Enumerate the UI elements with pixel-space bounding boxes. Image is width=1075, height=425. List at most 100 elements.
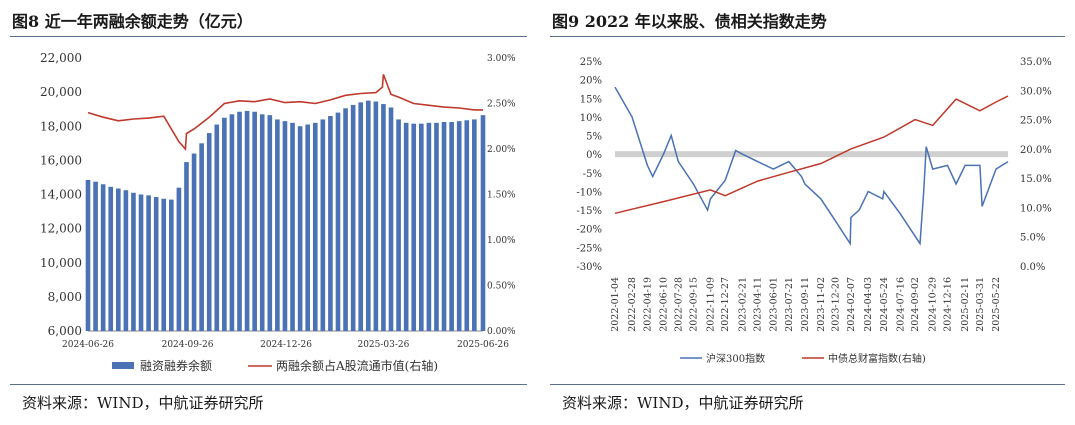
source-rule [550,384,1065,385]
margin-balance-bar [282,121,288,331]
y-right-tick-label: 0.00% [487,327,516,337]
y-left-tick-label: -25% [576,243,602,254]
y-left-tick-label: -10% [576,187,602,198]
margin-balance-bar [244,110,250,331]
margin-balance-bar [222,117,227,331]
x-tick-label: 2024-05-24 [879,277,890,332]
x-tick-label: 2023-02-21 [738,277,749,332]
zero-reference-band [615,151,1008,158]
margin-balance-bar [419,123,424,331]
x-tick-label: 2024-12-16 [942,277,953,332]
y-right-tick-label: 20.0% [1020,145,1052,156]
source-note: 资料来源：WIND，中航证券研究所 [22,394,264,412]
margin-balance-bar [169,199,174,331]
margin-balance-bar [343,108,348,331]
x-tick-label: 2022-11-09 [705,277,716,332]
x-tick-label: 2024-09-02 [910,277,921,332]
x-tick-label: 2022-04-19 [642,277,653,332]
margin-balance-bar [100,184,106,331]
x-tick-label: 2022-07-28 [673,277,684,332]
y-left-tick-label: 20,000 [40,85,82,99]
margin-balance-bar [426,122,432,332]
margin-balance-bar [290,122,295,332]
margin-balance-bar [472,119,477,331]
margin-balance-bar [191,153,197,331]
x-tick-label: 2023-04-11 [753,277,764,332]
margin-balance-bar [449,121,454,331]
x-tick-label: 2022-01-04 [610,277,621,332]
margin-balance-bar [434,122,439,332]
source-rule [10,384,527,385]
x-tick-label: 2023-09-11 [800,277,811,332]
x-tick-label: 2023-06-01 [768,277,779,332]
margin-balance-bar [237,111,242,331]
margin-balance-bar [350,104,356,331]
y-right-tick-label: 5.0% [1020,233,1045,244]
margin-balance-bar [214,124,220,331]
y-left-tick-label: 16,000 [40,153,82,167]
margin-balance-bar [480,115,486,331]
margin-balance-bar [199,143,204,331]
margin-balance-bar [441,121,447,331]
y-left-tick-label: -15% [576,206,602,217]
y-left-tick-label: 5% [586,132,602,143]
y-left-tick-label: 0% [586,150,602,161]
margin-balance-bar [176,187,182,331]
legend-label: 中债总财富指数(右轴) [828,352,926,365]
margin-balance-bar [229,114,235,332]
x-tick-label: 2023-11-02 [816,277,827,332]
margin-balance-bar [388,107,394,331]
chart-title: 图8 近一年两融余额走势（亿元） [12,12,253,31]
left-chart-panel: 图8 近一年两融余额走势（亿元） 6,000 8,000 10,000 12,000 1… [0,0,537,425]
margin-balance-bar [138,194,144,331]
margin-balance-bar [108,186,114,331]
y-left-tick-label: 22,000 [40,51,82,65]
x-tick-label: 2022-06-10 [658,277,669,332]
y-right-tick-label: 25.0% [1020,116,1052,127]
margin-balance-bar [358,102,364,331]
y-right-tick-label: 2.50% [487,100,516,110]
hs300-line [614,86,1009,247]
x-tick-label: 2025-03-31 [975,277,986,332]
bond-index-line [614,95,1009,215]
x-tick-label: 2023-12-20 [831,277,842,332]
margin-balance-bar [320,119,326,331]
margin-balance-bar [365,100,371,331]
margin-balance-bar [267,115,273,331]
margin-balance-bar [464,120,470,331]
legend-label: 融资融券余额 [140,358,212,373]
stock-bond-index-chart: -30% -25% -20% -15% -10% -5% 0% 5% 10% 15% 20% 25% 0… [576,57,1052,365]
y-right-tick-label: 0.50% [487,282,516,292]
legend-swatch-bar [112,362,134,369]
y-right-tick-label: 0.0% [1020,262,1045,273]
x-tick-label: 2025-03-26 [357,340,409,350]
x-tick-label: 2024-07-16 [895,277,906,332]
y-left-tick-label: -20% [576,225,602,236]
margin-balance-bar [381,104,386,331]
margin-balance-bar [403,122,409,332]
margin-balance-bar [161,198,167,331]
x-tick-label: 2025-06-26 [457,340,509,350]
y-left-tick-label: -30% [576,262,602,273]
y-left-tick-label: 12,000 [40,222,82,236]
margin-balance-bar [184,162,189,331]
margin-balance-bar [146,195,151,331]
x-tick-label: 2022-02-28 [627,277,638,332]
margin-balance-bar [123,190,129,331]
y-right-tick-label: 1.50% [487,191,516,201]
y-left-tick-label: 10% [580,113,602,124]
margin-balance-bar [115,188,121,331]
title-rule [550,36,1065,37]
x-tick-label: 2022-12-27 [720,277,731,332]
y-left-tick-label: 25% [580,57,602,68]
x-tick-label: 2024-02-07 [846,277,857,332]
margin-balance-bar [252,111,257,331]
margin-balance-bar [411,123,417,331]
x-tick-label: 2025-05-22 [991,277,1002,332]
y-right-tick-label: 30.0% [1020,86,1052,97]
margin-balance-bar [305,124,310,331]
margin-balance-bar [297,126,303,331]
x-tick-label: 2024-04-03 [863,277,874,332]
y-right-tick-label: 1.00% [487,236,516,246]
source-note: 资料来源：WIND，中航证券研究所 [562,394,804,412]
